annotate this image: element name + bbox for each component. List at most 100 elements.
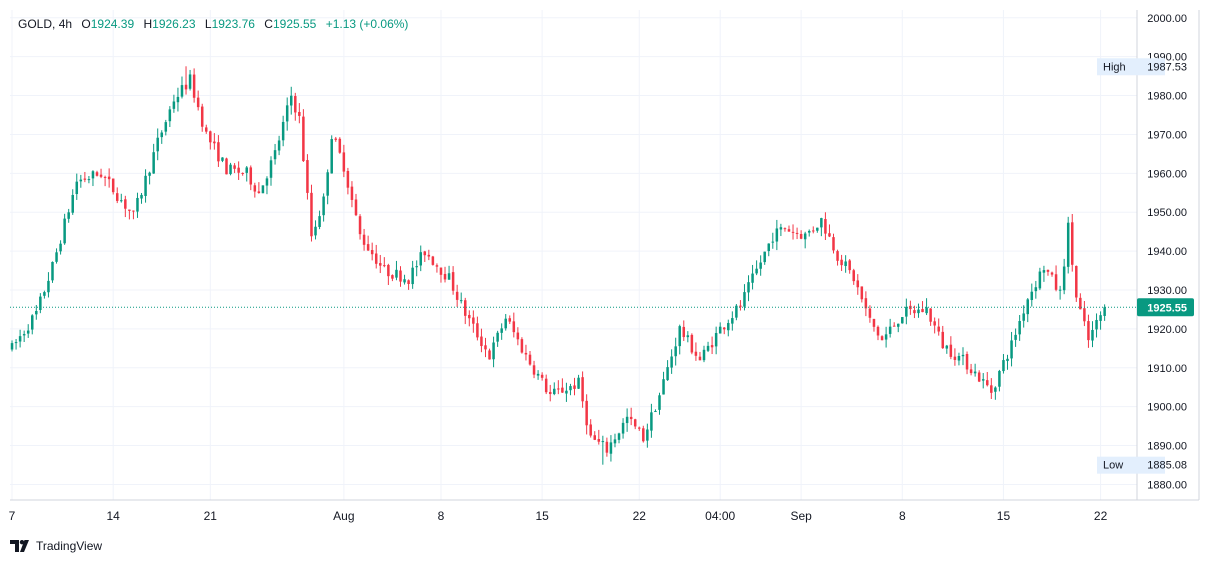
brand-name: TradingView xyxy=(36,539,103,553)
candle-body xyxy=(759,262,762,269)
y-tick-label: 1890.00 xyxy=(1147,441,1187,453)
low-badge-label: Low xyxy=(1103,460,1123,472)
candle-body xyxy=(294,96,297,113)
candle-body xyxy=(500,328,503,333)
candle-body xyxy=(43,292,46,296)
candle-body xyxy=(892,325,896,327)
candle-body xyxy=(561,387,564,393)
x-tick-label: 15 xyxy=(997,509,1011,523)
candle-body xyxy=(941,331,945,349)
y-tick-label: 1880.00 xyxy=(1147,479,1187,491)
candle-body xyxy=(245,167,248,173)
candle-body xyxy=(884,334,888,340)
candle-body xyxy=(921,309,924,313)
candle-body xyxy=(71,194,74,213)
x-tick-label: 04:00 xyxy=(705,509,735,523)
candle-body xyxy=(172,101,176,109)
candle-body xyxy=(536,373,540,376)
candle-body xyxy=(981,379,985,381)
candle-body xyxy=(1034,287,1038,292)
candle-body xyxy=(221,157,224,161)
x-tick-label: 22 xyxy=(1094,509,1108,523)
candle-body xyxy=(1087,321,1090,341)
candle-body xyxy=(492,342,495,360)
candle-body xyxy=(1054,274,1058,290)
high-value: 1926.23 xyxy=(152,17,196,31)
candle-body xyxy=(140,194,143,199)
candle-body xyxy=(1010,340,1013,359)
candle-body xyxy=(415,266,418,268)
candle-body xyxy=(217,142,220,162)
candle-body xyxy=(678,326,681,347)
candle-body xyxy=(326,172,329,196)
candle-body xyxy=(913,310,916,314)
candle-body xyxy=(395,269,398,278)
candle-body xyxy=(670,356,673,368)
candle-body xyxy=(205,127,208,132)
candle-body xyxy=(476,323,479,338)
candle-body xyxy=(47,280,50,293)
low-label: L xyxy=(204,17,212,31)
candle-body xyxy=(840,259,843,266)
candle-body xyxy=(480,336,483,347)
x-tick-label: 15 xyxy=(535,509,549,523)
candle-body xyxy=(253,185,257,192)
candle-body xyxy=(860,286,864,300)
candle-body xyxy=(1018,320,1021,335)
interval-label[interactable]: 4h xyxy=(58,17,73,31)
candle-body xyxy=(609,442,613,454)
candle-body xyxy=(257,191,261,194)
y-tick-label: 1910.00 xyxy=(1147,363,1187,375)
axes: 2000.001990.001980.001970.001960.001950.… xyxy=(9,10,1200,523)
candle-body xyxy=(973,371,977,374)
y-tick-label: 1960.00 xyxy=(1147,168,1187,180)
candle-body xyxy=(888,326,892,334)
candle-body xyxy=(1091,329,1094,341)
candle-body xyxy=(427,254,431,257)
candle-body xyxy=(682,326,686,338)
candle-body xyxy=(1095,319,1098,330)
x-tick-label: 8 xyxy=(438,509,445,523)
candle-body xyxy=(79,179,83,182)
candle-body xyxy=(633,419,637,427)
candle-body xyxy=(820,218,823,228)
candle-body xyxy=(455,291,459,300)
candle-body xyxy=(156,137,159,152)
candle-body xyxy=(646,429,649,441)
candle-body xyxy=(686,335,690,338)
candle-body xyxy=(666,367,669,381)
tradingview-logo-icon xyxy=(10,540,29,552)
candle-body xyxy=(51,261,54,281)
candle-body xyxy=(779,227,783,230)
candle-body xyxy=(824,219,827,234)
candle-body xyxy=(528,354,532,365)
y-tick-label: 1920.00 xyxy=(1147,324,1187,336)
candle-body xyxy=(601,441,605,443)
candle-body xyxy=(338,138,342,153)
tradingview-brand[interactable]: TradingView xyxy=(10,539,102,553)
candle-body xyxy=(213,141,216,144)
candle-body xyxy=(306,160,309,193)
candle-body xyxy=(411,267,414,285)
candle-body xyxy=(1083,308,1086,322)
y-tick-label: 1950.00 xyxy=(1147,207,1187,219)
candle-body xyxy=(783,228,787,230)
candle-body xyxy=(75,181,79,195)
candle-body xyxy=(14,342,18,344)
symbol-label[interactable]: GOLD xyxy=(18,17,53,31)
candle-body xyxy=(977,372,981,382)
candle-body xyxy=(387,264,390,277)
candle-body xyxy=(949,344,953,357)
candle-body xyxy=(103,176,107,178)
candle-body xyxy=(828,233,831,237)
high-label: H xyxy=(143,17,153,31)
candle-body xyxy=(710,345,714,348)
candle-body xyxy=(524,352,528,355)
candle-body xyxy=(302,116,305,162)
candle-body xyxy=(447,273,451,280)
close-value: 1925.55 xyxy=(272,17,317,31)
last-price-badge xyxy=(1137,298,1194,317)
candle-body xyxy=(115,193,119,201)
